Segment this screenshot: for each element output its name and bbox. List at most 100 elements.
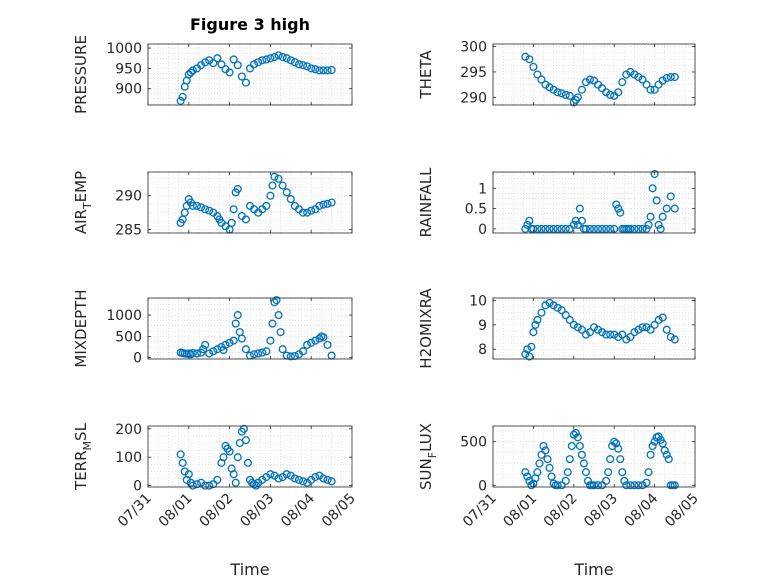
- data-point: [286, 56, 295, 65]
- data-point: [525, 352, 534, 361]
- data-point: [537, 308, 546, 317]
- data-point: [176, 96, 185, 105]
- data-point: [286, 352, 295, 361]
- data-point: [184, 70, 193, 79]
- series-sun_flux: [521, 428, 679, 490]
- data-point: [648, 184, 657, 193]
- subplot-pressure: 900 950 1000 PRESSURE: [72, 35, 353, 114]
- data-point: [233, 61, 242, 70]
- data-point: [565, 315, 574, 325]
- data-point: [569, 320, 578, 329]
- data-point: [652, 196, 661, 205]
- data-point: [573, 433, 582, 442]
- y-axis-label-sun_flux: SUNFLUX: [417, 423, 439, 490]
- data-point: [658, 76, 667, 85]
- data-point: [557, 481, 566, 490]
- data-point: [327, 477, 336, 486]
- data-point: [272, 296, 281, 305]
- data-point: [233, 311, 242, 320]
- y-tick-label: 950: [115, 61, 142, 77]
- data-point: [521, 468, 530, 477]
- data-point: [537, 224, 546, 233]
- data-point: [254, 349, 263, 358]
- grid-rainfall: [493, 172, 695, 233]
- data-point: [634, 224, 643, 233]
- subplot-h2omixra: 8 9 10 H2OMIXRA: [417, 288, 696, 369]
- y-tick-label: 900: [115, 82, 142, 98]
- data-point: [658, 439, 667, 448]
- y-tick-label: 0: [478, 478, 487, 494]
- data-point: [565, 91, 574, 100]
- data-point: [241, 436, 250, 445]
- y-tick-label: 500: [460, 435, 487, 451]
- data-point: [646, 325, 655, 334]
- data-point: [638, 481, 647, 490]
- data-point: [581, 468, 590, 477]
- data-point: [315, 201, 324, 210]
- data-point: [539, 441, 548, 451]
- data-point: [201, 340, 210, 349]
- data-point: [545, 298, 554, 307]
- data-point: [319, 474, 328, 483]
- data-point: [541, 80, 550, 89]
- data-point: [664, 455, 673, 464]
- data-point: [533, 70, 542, 79]
- data-point: [573, 93, 582, 102]
- data-point: [606, 90, 615, 99]
- data-point: [561, 311, 570, 320]
- data-point: [278, 181, 287, 190]
- data-point: [563, 468, 572, 477]
- data-point: [565, 224, 574, 233]
- data-point: [282, 188, 291, 197]
- data-point: [219, 345, 228, 355]
- data-point: [541, 301, 550, 310]
- data-point: [642, 323, 651, 332]
- data-point: [622, 70, 631, 79]
- data-point: [644, 468, 653, 477]
- data-point: [241, 345, 250, 354]
- series-theta: [521, 52, 679, 107]
- series-rainfall: [521, 169, 679, 233]
- data-point: [239, 424, 248, 433]
- data-point: [237, 334, 246, 343]
- data-point: [545, 83, 554, 92]
- x-tick-label: 08/02: [197, 491, 237, 531]
- data-point: [606, 330, 615, 339]
- y-tick-label: 300: [460, 40, 487, 56]
- data-point: [209, 59, 218, 68]
- left-x-axis-label: Time: [229, 560, 269, 579]
- data-point: [533, 315, 542, 325]
- axes-box-terr_msl: [147, 425, 353, 488]
- data-point: [577, 216, 586, 225]
- data-point: [579, 459, 588, 468]
- data-point: [307, 206, 316, 215]
- data-point: [630, 481, 639, 490]
- data-point: [323, 340, 332, 349]
- data-point: [209, 347, 218, 356]
- y-axis-label-air_temp: AIRTEMP: [72, 171, 94, 234]
- data-point: [192, 349, 202, 358]
- data-point: [583, 476, 592, 485]
- data-point: [618, 330, 627, 339]
- y-axis-label-h2omixra: H2OMIXRA: [417, 288, 435, 369]
- data-point: [589, 224, 599, 233]
- data-point: [523, 345, 532, 354]
- grid-pressure: [148, 44, 352, 105]
- data-point: [243, 458, 253, 467]
- data-point: [593, 325, 603, 334]
- data-point: [205, 349, 214, 358]
- y-tick-label: 100: [115, 450, 142, 466]
- data-point: [282, 54, 291, 63]
- y-tick-label: 1: [478, 181, 487, 197]
- data-point: [527, 342, 536, 351]
- data-point: [626, 224, 635, 233]
- data-point: [585, 328, 595, 337]
- data-point: [274, 311, 283, 320]
- y-tick-label: 1000: [106, 41, 142, 57]
- subplot-terr_msl: 07/31 08/01 08/02 08/03 08/04 08/05 0 100 200 TER…: [72, 422, 359, 531]
- data-point: [527, 481, 536, 490]
- data-point: [250, 350, 259, 359]
- data-point: [258, 348, 267, 357]
- data-point: [237, 72, 246, 81]
- data-point: [311, 65, 320, 74]
